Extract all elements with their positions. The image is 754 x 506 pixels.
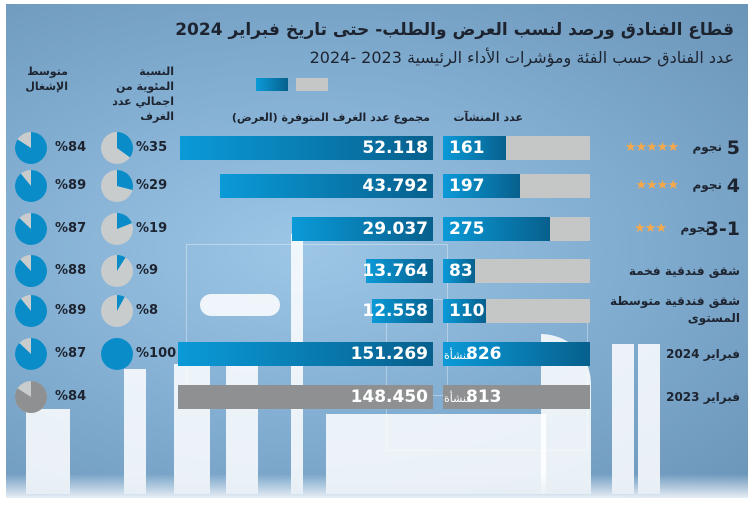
building (124, 369, 146, 494)
share-value: %29 (136, 178, 168, 193)
pie-slice (14, 213, 47, 245)
cloud (200, 294, 280, 316)
pie-background (101, 338, 133, 370)
building (612, 344, 634, 494)
establishments-bar (443, 174, 520, 198)
establishments-bar (443, 136, 506, 160)
pie-slice (117, 213, 132, 229)
star-rating-icon: ★★★★ (635, 178, 679, 193)
col-header-share: النسبة المئوية من اجمالي عدد الغرف (112, 65, 174, 123)
occupancy-value: %89 (55, 303, 87, 318)
legend-2023-swatch (296, 78, 328, 91)
establishments-bar (443, 342, 590, 366)
rooms-value: 52.118 (362, 138, 428, 158)
occupancy-value: %84 (55, 389, 87, 404)
col-header-establishments: عدد المنشآت (453, 111, 524, 124)
occupancy-value: %88 (55, 263, 87, 278)
pie-slice (14, 381, 47, 413)
legend-2024-swatch (256, 78, 288, 91)
establishments-bar (443, 259, 476, 283)
share-value: %19 (136, 221, 168, 236)
pie-slice (14, 255, 47, 287)
category-label: نجوم (692, 178, 722, 192)
establishments-bar (443, 299, 486, 323)
rooms-value: 151.269 (350, 344, 428, 364)
star-rating-icon: ★★★ (634, 221, 667, 236)
establishments-value: 813 (466, 387, 502, 407)
category-number: 5 (726, 137, 740, 159)
share-pie-chart (101, 213, 133, 245)
establishments-unit: منشأة (444, 349, 473, 362)
occupancy-value: %87 (55, 346, 87, 361)
category-label: نجوم (680, 221, 710, 235)
occupancy-pie-chart (14, 381, 47, 413)
occupancy-pie-chart (14, 255, 47, 287)
rooms-value: 29.037 (362, 219, 428, 239)
occupancy-value: %89 (55, 178, 87, 193)
share-pie-chart (101, 132, 133, 164)
building (226, 354, 258, 494)
star-rating-icon: ★★★★★ (624, 140, 679, 155)
occupancy-value: %84 (55, 140, 87, 155)
pie-slice (14, 170, 47, 202)
occupancy-pie-chart (14, 213, 47, 245)
pie-slice (14, 132, 47, 164)
rooms-value: 43.792 (362, 176, 428, 196)
share-pie-chart (101, 170, 133, 202)
page-subtitle: عدد الفنادق حسب الفئة ومؤشرات الأداء الر… (309, 48, 734, 67)
rooms-bar (366, 259, 433, 283)
category-number: 4 (726, 175, 740, 197)
rooms-bar (292, 217, 433, 241)
rooms-value: 12.558 (362, 301, 428, 321)
category-label: نجوم (692, 140, 722, 154)
share-value: %8 (136, 303, 159, 318)
rooms-bar (178, 342, 433, 366)
pie-slice (117, 255, 126, 271)
rooms-bar (178, 385, 433, 409)
category-number: 3-1 (705, 218, 740, 240)
rooms-bar (220, 174, 433, 198)
pie-slice (117, 132, 133, 158)
share-pie-chart (101, 255, 133, 287)
category-label: فبراير 2023 (666, 390, 740, 404)
category-label: فبراير 2024 (666, 347, 740, 361)
pie-slice (14, 338, 47, 370)
category-label: شقق فندقية فخمة (628, 264, 740, 278)
page-title: قطاع الفنادق ورصد لنسب العرض والطلب- حتى… (175, 20, 734, 40)
ground (6, 474, 748, 498)
occupancy-pie-chart (14, 338, 47, 370)
establishments-bar-track (443, 385, 590, 409)
establishments-value: 110 (449, 301, 485, 321)
occupancy-pie-chart (14, 170, 47, 202)
establishments-value: 83 (449, 261, 473, 281)
share-value: %35 (136, 140, 168, 155)
pie-slice (117, 170, 133, 190)
col-header-rooms: مجموع عدد الغرف المتوفرة (العرض) (231, 111, 430, 124)
occupancy-pie-chart (14, 295, 47, 327)
occupancy-pie-chart (14, 132, 47, 164)
establishments-value: 197 (449, 176, 485, 196)
establishments-unit: منشأة (444, 392, 473, 405)
share-value: %100 (136, 346, 177, 361)
rooms-value: 148.450 (350, 387, 428, 407)
share-value: %9 (136, 263, 159, 278)
share-pie-chart (101, 295, 133, 327)
col-header-occupancy: متوسط الإشغال (25, 65, 68, 93)
establishments-value: 275 (449, 219, 485, 239)
occupancy-value: %87 (55, 221, 87, 236)
category-label: شقق فندقية متوسطة المستوى (610, 294, 740, 325)
establishments-bar (443, 217, 550, 241)
building (638, 344, 660, 494)
pie-slice (117, 295, 125, 311)
rooms-bar (180, 136, 433, 160)
rooms-bar (372, 299, 433, 323)
establishments-value: 161 (449, 138, 485, 158)
pie-slice (14, 295, 47, 327)
rooms-value: 13.764 (362, 261, 428, 281)
establishments-value: 826 (466, 344, 502, 364)
infographic: قطاع الفنادق ورصد لنسب العرض والطلب- حتى… (6, 4, 748, 498)
share-pie-chart (101, 338, 133, 370)
